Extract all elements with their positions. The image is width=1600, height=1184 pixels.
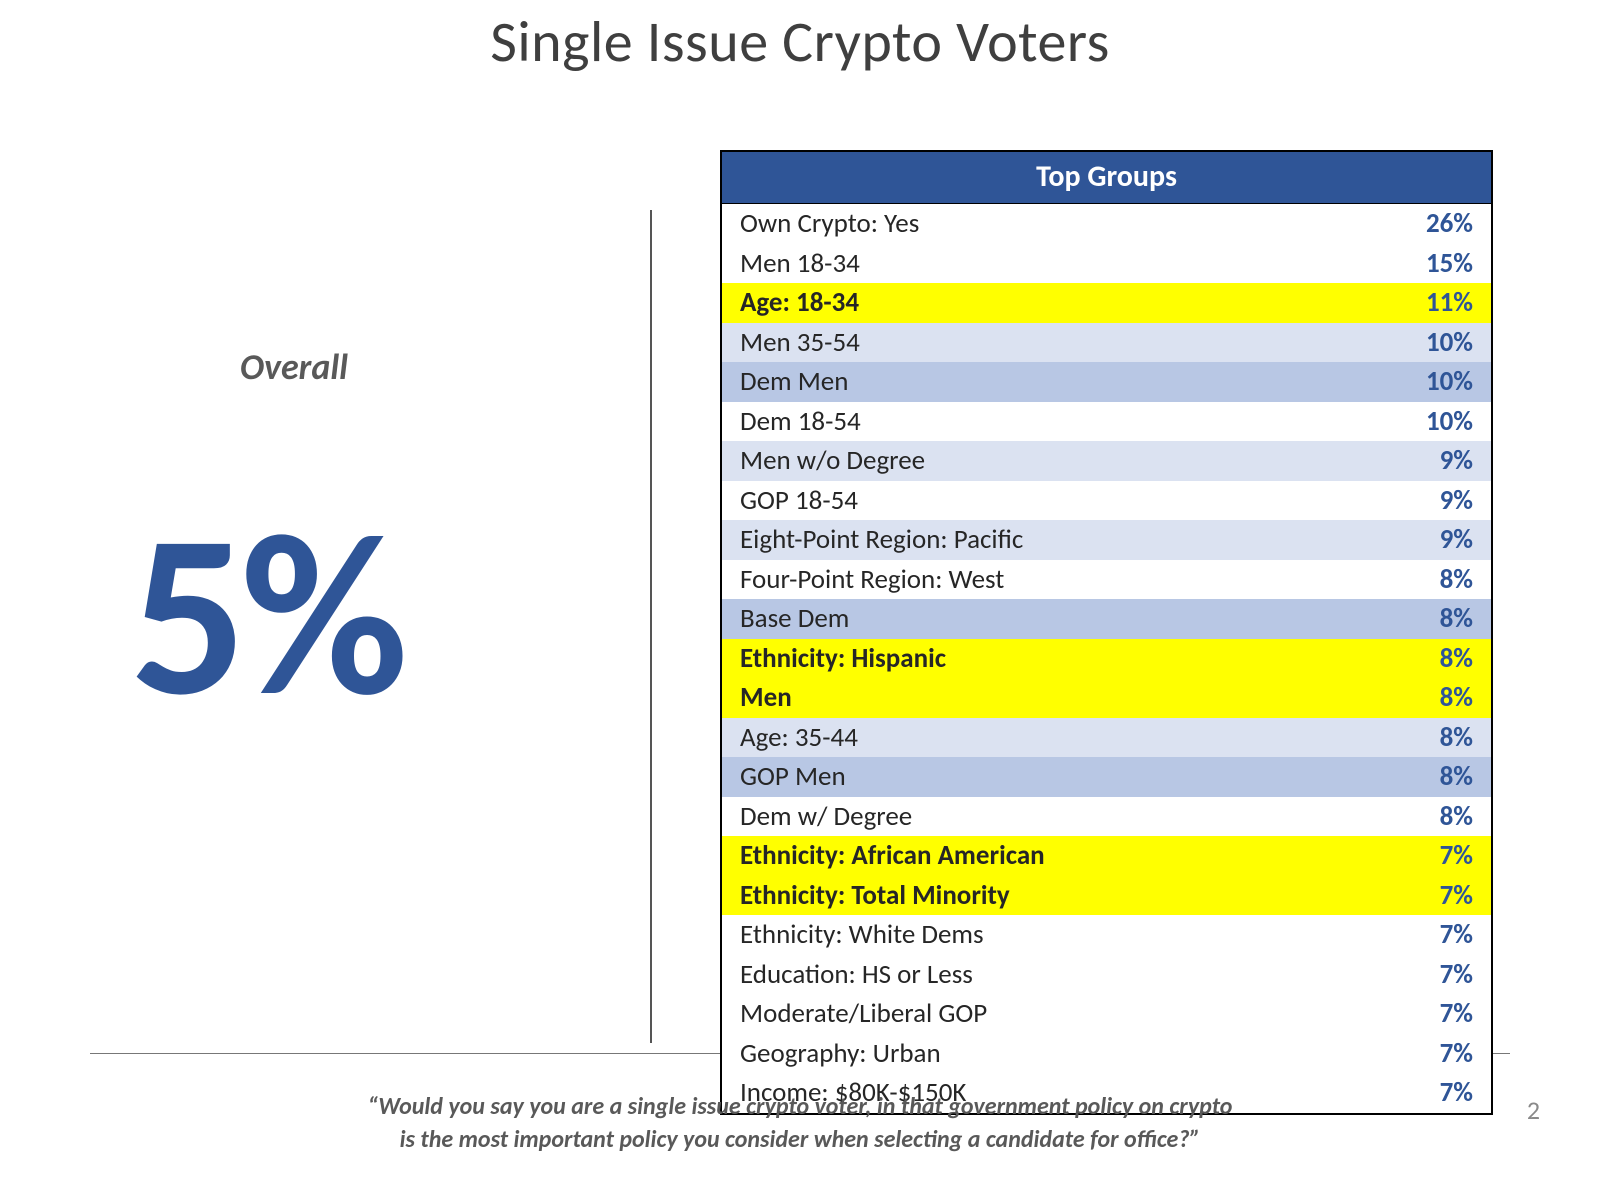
table-row: Men8% <box>722 678 1491 718</box>
table-row: Ethnicity: Total Minority7% <box>722 876 1491 916</box>
row-label: Men 18-34 <box>740 247 1383 280</box>
row-value: 15% <box>1383 247 1473 280</box>
table-row: GOP Men8% <box>722 757 1491 797</box>
row-label: Base Dem <box>740 602 1383 635</box>
row-label: Ethnicity: African American <box>740 839 1383 872</box>
table-header: Top Groups <box>722 152 1491 204</box>
table-row: Men w/o Degree9% <box>722 441 1491 481</box>
table-row: Men 18-3415% <box>722 244 1491 284</box>
row-value: 10% <box>1383 365 1473 398</box>
row-label: Education: HS or Less <box>740 958 1383 991</box>
row-value: 8% <box>1383 800 1473 833</box>
row-value: 7% <box>1383 918 1473 951</box>
row-label: Eight-Point Region: Pacific <box>740 523 1383 556</box>
table-row: Geography: Urban7% <box>722 1034 1491 1074</box>
table-row: Age: 35-448% <box>722 718 1491 758</box>
footer-question: “Would you say you are a single issue cr… <box>0 1091 1600 1156</box>
row-value: 7% <box>1383 839 1473 872</box>
slide: Single Issue Crypto Voters Overall 5% To… <box>0 0 1600 1184</box>
row-value: 7% <box>1383 997 1473 1030</box>
row-value: 7% <box>1383 1037 1473 1070</box>
row-label: Ethnicity: Hispanic <box>740 642 1383 675</box>
row-value: 9% <box>1383 523 1473 556</box>
table-row: Men 35-5410% <box>722 323 1491 363</box>
row-value: 8% <box>1383 721 1473 754</box>
table-row: Dem w/ Degree8% <box>722 797 1491 837</box>
row-label: Ethnicity: White Dems <box>740 918 1383 951</box>
row-value: 10% <box>1383 326 1473 359</box>
row-value: 8% <box>1383 563 1473 596</box>
row-value: 8% <box>1383 602 1473 635</box>
row-label: GOP Men <box>740 760 1383 793</box>
row-value: 7% <box>1383 958 1473 991</box>
row-value: 7% <box>1383 879 1473 912</box>
table-row: Dem Men10% <box>722 362 1491 402</box>
slide-title: Single Issue Crypto Voters <box>0 6 1600 77</box>
table-row: Moderate/Liberal GOP7% <box>722 994 1491 1034</box>
table-row: GOP 18-549% <box>722 481 1491 521</box>
row-value: 9% <box>1383 484 1473 517</box>
row-label: Own Crypto: Yes <box>740 207 1383 240</box>
row-value: 11% <box>1383 286 1473 319</box>
table-body: Own Crypto: Yes26%Men 18-3415%Age: 18-34… <box>722 204 1491 1113</box>
footer-line-1: “Would you say you are a single issue cr… <box>368 1092 1233 1121</box>
page-number: 2 <box>1527 1094 1540 1126</box>
row-value: 9% <box>1383 444 1473 477</box>
row-value: 26% <box>1383 207 1473 240</box>
row-value: 8% <box>1383 681 1473 714</box>
table-row: Age: 18-3411% <box>722 283 1491 323</box>
row-label: Dem w/ Degree <box>740 800 1383 833</box>
table-row: Ethnicity: Hispanic8% <box>722 639 1491 679</box>
top-groups-table: Top Groups Own Crypto: Yes26%Men 18-3415… <box>720 150 1493 1115</box>
footer-line-2: is the most important policy you conside… <box>400 1125 1201 1154</box>
table-row: Education: HS or Less7% <box>722 955 1491 995</box>
table-row: Eight-Point Region: Pacific9% <box>722 520 1491 560</box>
row-value: 8% <box>1383 642 1473 675</box>
table-row: Ethnicity: African American7% <box>722 836 1491 876</box>
overall-panel: Overall 5% <box>90 150 590 1053</box>
vertical-divider <box>650 210 652 1043</box>
row-label: GOP 18-54 <box>740 484 1383 517</box>
overall-label: Overall <box>240 345 348 389</box>
row-label: Men <box>740 681 1383 714</box>
table-row: Dem 18-5410% <box>722 402 1491 442</box>
row-label: Men 35-54 <box>740 326 1383 359</box>
table-row: Ethnicity: White Dems7% <box>722 915 1491 955</box>
row-value: 8% <box>1383 760 1473 793</box>
table-row: Four-Point Region: West8% <box>722 560 1491 600</box>
row-label: Dem Men <box>740 365 1383 398</box>
row-label: Men w/o Degree <box>740 444 1383 477</box>
row-label: Geography: Urban <box>740 1037 1383 1070</box>
row-label: Four-Point Region: West <box>740 563 1383 596</box>
row-label: Age: 18-34 <box>740 286 1383 319</box>
row-label: Ethnicity: Total Minority <box>740 879 1383 912</box>
table-row: Own Crypto: Yes26% <box>722 204 1491 244</box>
row-label: Dem 18-54 <box>740 405 1383 438</box>
overall-value: 5% <box>130 500 402 730</box>
row-value: 10% <box>1383 405 1473 438</box>
content-area: Overall 5% Top Groups Own Crypto: Yes26%… <box>90 150 1510 1054</box>
row-label: Moderate/Liberal GOP <box>740 997 1383 1030</box>
row-label: Age: 35-44 <box>740 721 1383 754</box>
table-row: Base Dem8% <box>722 599 1491 639</box>
